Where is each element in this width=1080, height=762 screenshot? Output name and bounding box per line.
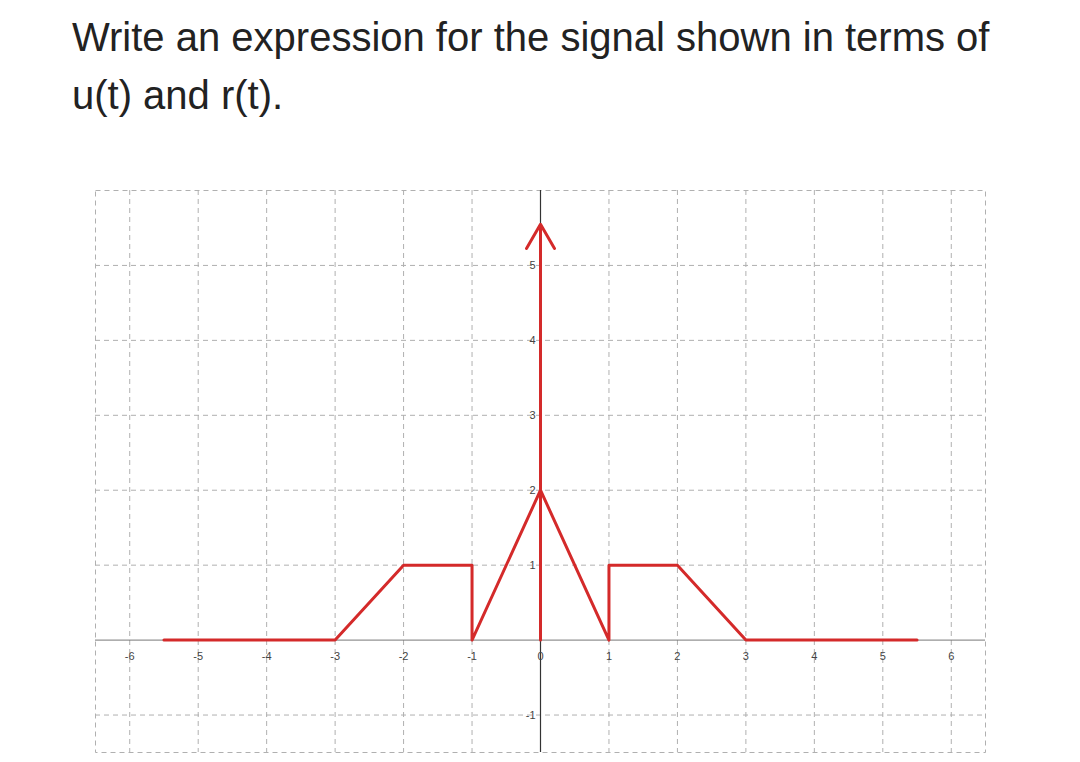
svg-text:1: 1	[529, 559, 535, 571]
svg-text:2: 2	[529, 484, 535, 496]
svg-text:-3: -3	[330, 650, 340, 662]
html-text:Write an expression for the si: Write an expression for the signal shown…	[72, 15, 990, 117]
svg-text:5: 5	[529, 259, 535, 271]
svg-text:-1: -1	[526, 709, 536, 721]
svg-text:-1: -1	[467, 650, 477, 662]
svg-text:2: 2	[674, 650, 680, 662]
svg-text:-4: -4	[262, 650, 272, 662]
svg-text:4: 4	[811, 650, 817, 662]
svg-text:0: 0	[537, 650, 543, 662]
svg-text:-2: -2	[399, 650, 409, 662]
svg-text:-5: -5	[193, 650, 203, 662]
svg-text:4: 4	[529, 334, 535, 346]
svg-text:-6: -6	[125, 650, 135, 662]
svg-text:3: 3	[743, 650, 749, 662]
svg-text:6: 6	[948, 650, 954, 662]
svg-text:5: 5	[880, 650, 886, 662]
svg-text:3: 3	[529, 409, 535, 421]
svg-text:1: 1	[606, 650, 612, 662]
